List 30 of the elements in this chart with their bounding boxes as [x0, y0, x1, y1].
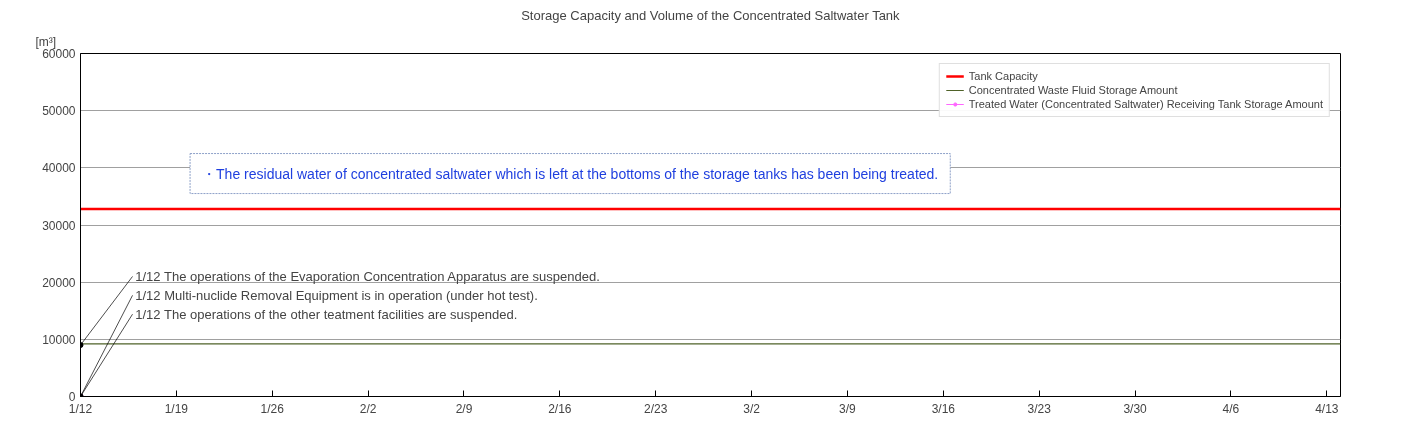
x-tick-label: 3/30 — [1123, 401, 1148, 416]
x-tick-label: 1/19 — [164, 401, 189, 416]
y-tick-label: 20000 — [42, 275, 76, 290]
chart-title: Storage Capacity and Volume of the Concentrated Saltwater Tank — [521, 7, 901, 23]
x-tick-label: 2/2 — [359, 401, 377, 416]
x-tick-label: 2/9 — [455, 401, 473, 416]
x-tick-label: 4/13 — [1315, 401, 1339, 416]
y-tick-label: 60000 — [42, 47, 76, 61]
y-tick-label: 30000 — [42, 218, 76, 233]
y-tick-label: 40000 — [42, 161, 76, 176]
annotation: 1/12 The operations of the other teatment facilities are suspended. — [135, 306, 518, 322]
x-tick-label: 3/16 — [931, 401, 956, 416]
y-axis-title: [m³] — [35, 34, 57, 49]
x-tick-label: 1/12 — [68, 401, 93, 416]
x-tick-label: 1/26 — [260, 401, 285, 416]
annotation: 1/12 The operations of the Evaporation Concentration Apparatus are suspended. — [135, 268, 600, 284]
x-tick-label: 2/16 — [548, 401, 572, 416]
legend-label: Tank Capacity — [968, 70, 1038, 82]
x-tick-label: 2/23 — [644, 401, 668, 416]
y-tick-label: 10000 — [42, 332, 76, 347]
x-tick-label: 3/23 — [1027, 401, 1052, 416]
y-tick-label: 50000 — [42, 104, 76, 119]
legend-label: Concentrated Waste Fluid Storage Amount — [968, 84, 1178, 96]
annotation: ・The residual water of concentrated saltwater which is left at the bottoms of the storage tanks has been being treated. — [202, 165, 939, 182]
x-tick-label: 4/6 — [1222, 401, 1240, 416]
x-tick-label: 3/9 — [839, 401, 857, 416]
y-tick-label: 0 — [68, 390, 76, 404]
x-tick-label: 3/2 — [743, 401, 761, 416]
annotation: 1/12 Multi-nuclide Removal Equipment is in operation (under hot test). — [135, 287, 538, 303]
legend-label: Treated Water (Concentrated Saltwater) Receiving Tank Storage Amount — [968, 98, 1323, 110]
